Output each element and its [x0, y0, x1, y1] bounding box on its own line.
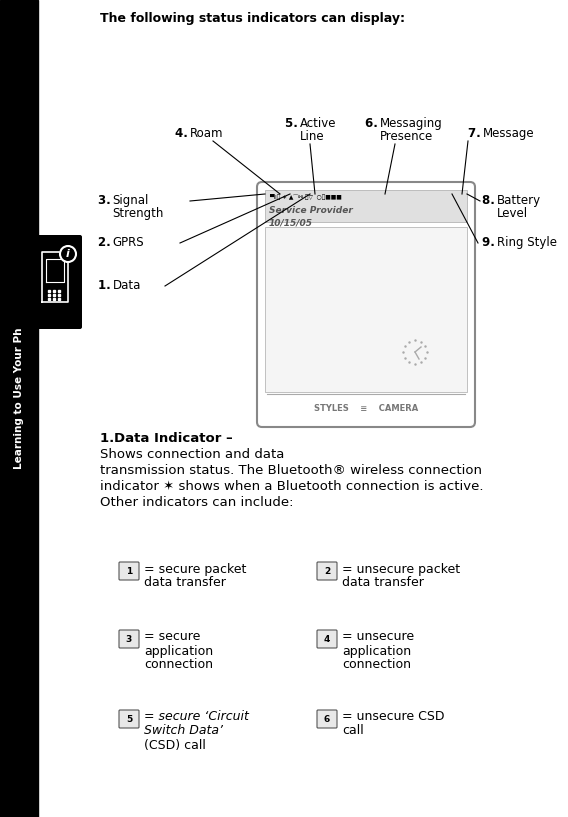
Text: Shows connection and data: Shows connection and data: [100, 448, 285, 461]
Text: call: call: [342, 725, 364, 738]
Text: Presence: Presence: [379, 130, 433, 143]
Text: 9.: 9.: [482, 236, 499, 249]
Text: Line: Line: [299, 130, 324, 143]
Text: The following status indicators can display:: The following status indicators can disp…: [100, 12, 405, 25]
Text: = unsecure: = unsecure: [342, 631, 414, 644]
Text: Battery: Battery: [496, 194, 541, 207]
Text: Other indicators can include:: Other indicators can include:: [100, 496, 294, 509]
Text: application: application: [342, 645, 411, 658]
Text: 10/15/05: 10/15/05: [269, 218, 313, 227]
Text: Roam: Roam: [190, 127, 223, 140]
Text: = secure: = secure: [144, 631, 201, 644]
Text: 28: 28: [9, 792, 29, 806]
Text: Ring Style: Ring Style: [496, 236, 557, 249]
Text: connection: connection: [144, 659, 213, 672]
FancyBboxPatch shape: [119, 630, 139, 648]
Text: connection: connection: [342, 659, 411, 672]
FancyBboxPatch shape: [119, 562, 139, 580]
Text: 2: 2: [324, 566, 330, 575]
Text: = unsecure packet: = unsecure packet: [342, 562, 460, 575]
Text: 7.: 7.: [468, 127, 485, 140]
Text: 2.: 2.: [98, 236, 115, 249]
Text: 1.: 1.: [98, 279, 115, 292]
Text: ▀ll⭣ ∗ ▲⁀⚯ ⎈▽  ○⦿■■■: ▀ll⭣ ∗ ▲⁀⚯ ⎈▽ ○⦿■■■: [269, 194, 342, 200]
Text: Learning to Use Your Phone: Learning to Use Your Phone: [14, 306, 24, 469]
Text: 4.: 4.: [175, 127, 192, 140]
FancyBboxPatch shape: [317, 710, 337, 728]
Text: Switch Data’: Switch Data’: [144, 725, 223, 738]
Text: Data Indicator –: Data Indicator –: [114, 432, 237, 445]
Text: 3: 3: [126, 635, 132, 644]
Text: 8.: 8.: [482, 194, 499, 207]
Text: Service Provider: Service Provider: [269, 206, 353, 215]
Text: = unsecure CSD: = unsecure CSD: [342, 711, 445, 724]
Bar: [265, 190, 467, 222]
Text: STYLES    ≡    CAMERA: STYLES ≡ CAMERA: [314, 404, 418, 413]
Text: 6: 6: [324, 715, 330, 724]
Text: Strength: Strength: [112, 207, 164, 220]
Bar: [265, 227, 467, 392]
Text: Level: Level: [496, 207, 528, 220]
Text: GPRS: GPRS: [112, 236, 144, 249]
Text: Data: Data: [112, 279, 141, 292]
Text: 3.: 3.: [98, 194, 115, 207]
FancyBboxPatch shape: [0, 235, 82, 329]
Text: Active: Active: [299, 117, 336, 130]
Text: (CSD) call: (CSD) call: [144, 739, 206, 752]
Text: indicator ✶ shows when a Bluetooth connection is active.: indicator ✶ shows when a Bluetooth conne…: [100, 480, 483, 493]
Text: 1.: 1.: [100, 432, 119, 445]
FancyBboxPatch shape: [119, 710, 139, 728]
Text: 6.: 6.: [365, 117, 382, 130]
Text: = secure packet: = secure packet: [144, 562, 247, 575]
Circle shape: [60, 246, 76, 262]
Text: 5: 5: [126, 715, 132, 724]
Text: 4: 4: [324, 635, 330, 644]
Text: Message: Message: [483, 127, 534, 140]
FancyBboxPatch shape: [317, 562, 337, 580]
FancyBboxPatch shape: [257, 182, 475, 427]
Text: Messaging: Messaging: [379, 117, 442, 130]
Text: data transfer: data transfer: [342, 577, 424, 590]
Text: application: application: [144, 645, 213, 658]
Text: 1: 1: [126, 566, 132, 575]
Text: i: i: [66, 249, 70, 259]
Text: = secure ‘Circuit: = secure ‘Circuit: [144, 711, 249, 724]
Bar: [0, 0, 38, 817]
Text: data transfer: data transfer: [144, 577, 226, 590]
Text: transmission status. The Bluetooth® wireless connection: transmission status. The Bluetooth® wire…: [100, 464, 482, 477]
Text: Signal: Signal: [112, 194, 149, 207]
FancyBboxPatch shape: [317, 630, 337, 648]
Text: 5.: 5.: [285, 117, 302, 130]
